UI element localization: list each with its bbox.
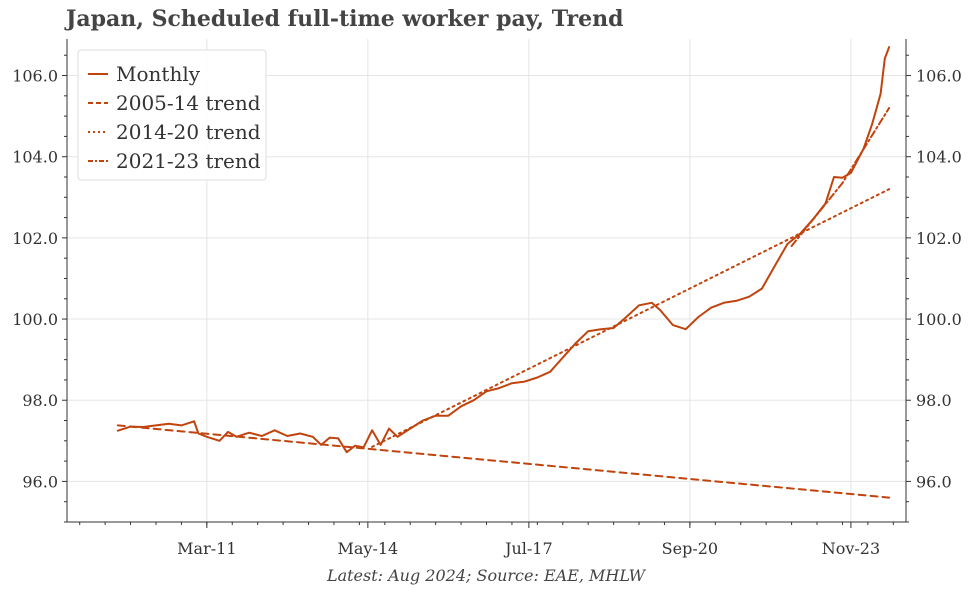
x-tick-label: Jul-17 [503,539,553,558]
y-tick-label-left: 106.0 [12,67,58,86]
x-tick-label: Sep-20 [662,539,718,558]
data-series [116,46,891,499]
y-tick-label-right: 98.0 [916,391,952,410]
chart-footer: Latest: Aug 2024; Source: EAE, MHLW [326,566,646,585]
x-tick-label: Mar-11 [177,539,236,558]
y-tick-label-left: 96.0 [22,472,58,491]
y-tick-label-right: 102.0 [916,229,962,248]
y-tick-label-right: 106.0 [916,67,962,86]
x-tick-label: May-14 [337,539,398,558]
y-tick-label-left: 98.0 [22,391,58,410]
y-tick-label-left: 104.0 [12,148,58,167]
legend-label: Monthly [116,62,201,86]
y-tick-label-left: 100.0 [12,310,58,329]
series-line-2021-23-trend [790,107,891,247]
y-tick-label-right: 104.0 [916,148,962,167]
legend-label: 2021-23 trend [116,149,261,173]
axes: 96.0 96.0 98.0 98.0 100.0 100.0 102.0 102.0 104.… [12,39,962,558]
series-line-monthly [116,46,891,454]
grid-lines [67,39,906,522]
x-tick-label: Nov-23 [822,539,880,558]
y-tick-label-right: 100.0 [916,310,962,329]
series-line-2005-14-trend [116,424,891,499]
legend-box [77,49,267,181]
legend: Monthly 2005-14 trend 2014-20 trend 2021-23… [77,49,267,181]
legend-label: 2014-20 trend [116,120,261,144]
series-line-2014-20-trend [371,188,891,448]
legend-label: 2005-14 trend [116,91,261,115]
y-tick-label-right: 96.0 [916,472,952,491]
y-tick-label-left: 102.0 [12,229,58,248]
chart-title: Japan, Scheduled full-time worker pay, T… [66,6,624,32]
